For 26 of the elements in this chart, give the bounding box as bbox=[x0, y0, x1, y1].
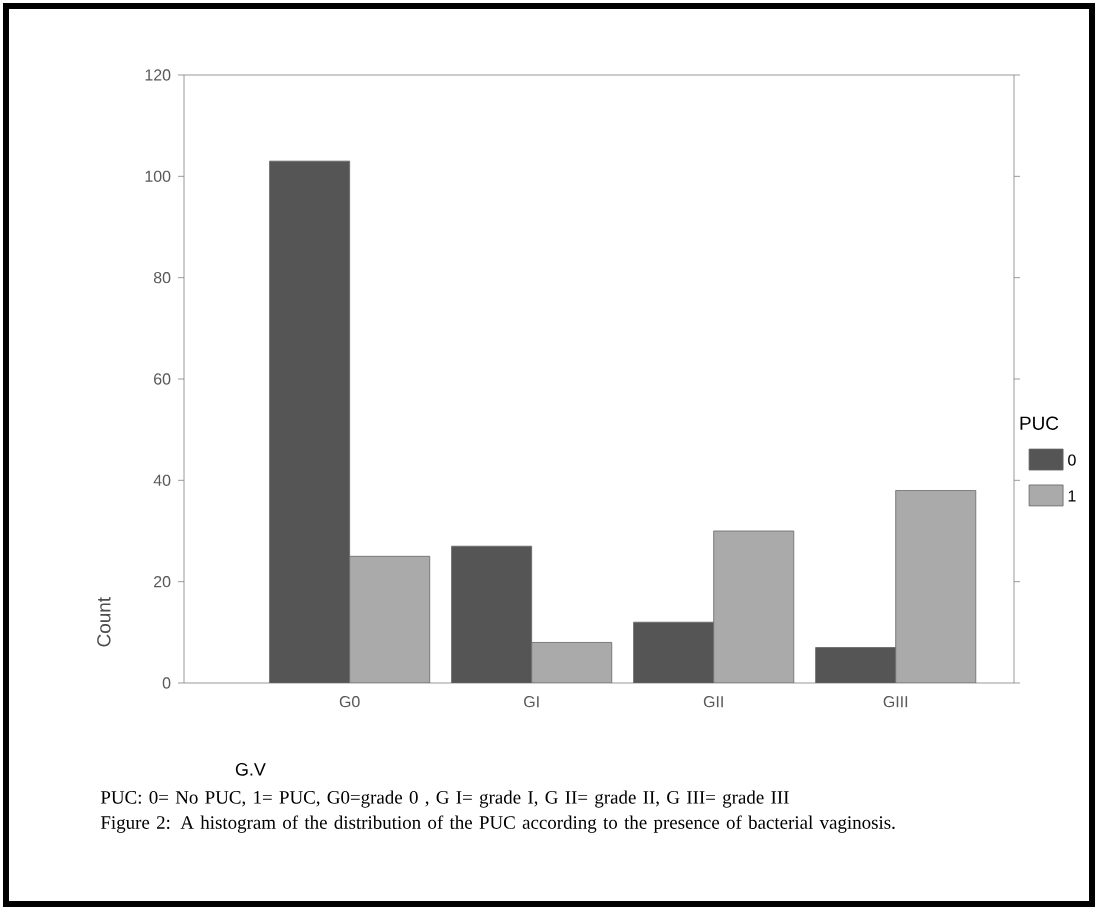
bar bbox=[531, 642, 612, 683]
legend-title: PUC bbox=[1020, 416, 1059, 430]
legend-label: 1 bbox=[1068, 490, 1076, 502]
x-tick-label: GII bbox=[703, 696, 723, 708]
y-tick-label: 0 bbox=[162, 677, 171, 689]
y-tick-label: 100 bbox=[145, 170, 171, 182]
y-tick-label: 60 bbox=[154, 373, 171, 385]
bar bbox=[895, 490, 977, 683]
y-tick-label: 80 bbox=[153, 272, 171, 284]
text: PUC: 0= No PUC, 1= PUC, G0=grade 0 , G I= grade I, G II= grade II, G III= grade III bbox=[100, 790, 789, 808]
y-axis-title: Count bbox=[97, 597, 111, 647]
bar bbox=[451, 546, 532, 683]
y-tick-label: 120 bbox=[145, 69, 171, 81]
x-axis-title: G.V bbox=[235, 762, 266, 776]
bar bbox=[633, 622, 714, 683]
bar bbox=[815, 647, 897, 683]
bar bbox=[349, 556, 430, 683]
x-tick-label: GI bbox=[524, 696, 539, 708]
bar bbox=[269, 161, 350, 683]
x-tick-label: G0 bbox=[339, 696, 360, 708]
legend-label: 0 bbox=[1068, 454, 1076, 466]
bar bbox=[713, 531, 794, 683]
y-tick-label: 40 bbox=[153, 474, 171, 486]
x-tick-label: GIII bbox=[883, 696, 908, 708]
caption: Figure 2: A histogram of the distribution of the PUC according to the presence of bacterial vaginosis. bbox=[100, 815, 895, 833]
y-tick-label: 20 bbox=[154, 576, 171, 588]
